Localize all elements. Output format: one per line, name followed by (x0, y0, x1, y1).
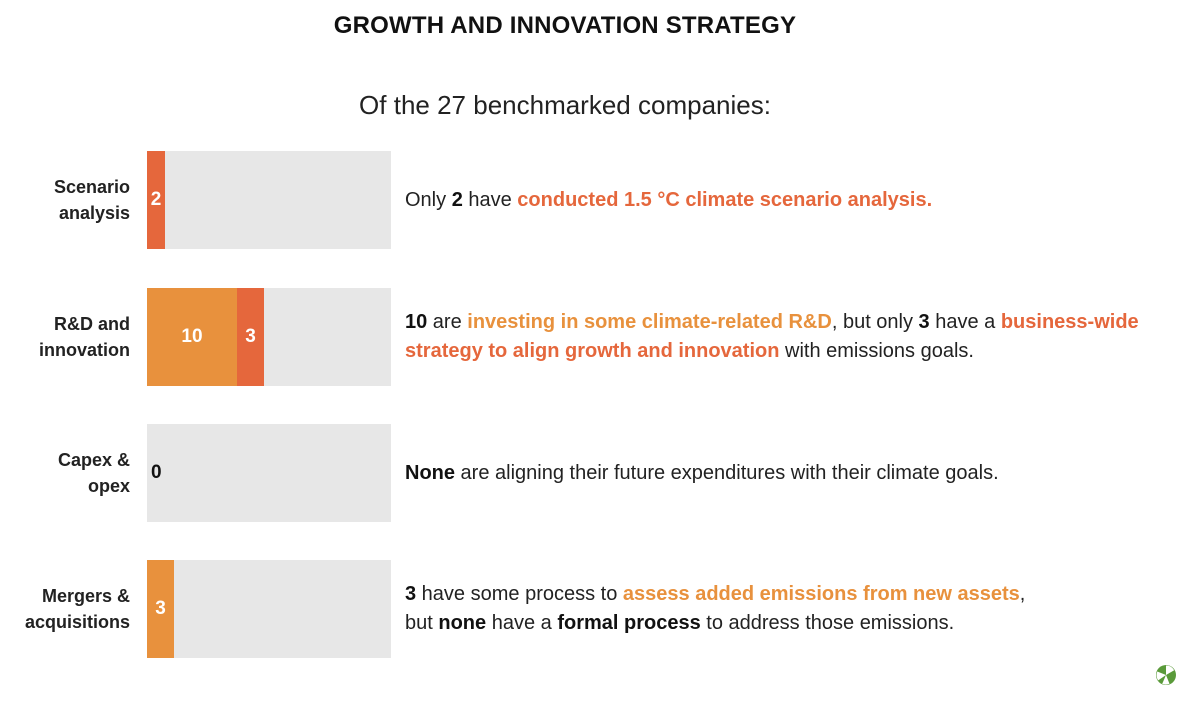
description-text: , but only (831, 311, 919, 333)
description-text: investing in some climate-related R&D (467, 311, 832, 333)
chart-row: Scenario analysis 2 Only 2 have conducted 1… (0, 151, 1200, 249)
description-line: None are aligning their future expenditu… (405, 459, 1195, 488)
description-text: 3 (918, 311, 930, 333)
category-label-line: R&D and (54, 314, 130, 334)
description-text: have (462, 188, 518, 211)
bar-track: 3 (147, 560, 391, 658)
description-text: assess added emissions from new assets (622, 583, 1020, 605)
category-label: Capex & opex (0, 424, 130, 522)
bar-track: 2 (147, 151, 391, 249)
category-label-line: acquisitions (24, 612, 130, 632)
description-text: formal process (557, 612, 701, 634)
chart-row: Capex & opex 0 None are aligning their futu… (0, 424, 1200, 522)
description-text: strategy to align growth and innovation (405, 340, 780, 362)
description-line: but none have a formal process to addres… (405, 609, 1195, 638)
description-text: have a (486, 612, 558, 634)
description-text: 3 (405, 583, 417, 605)
description-text: 10 (405, 311, 428, 333)
bar-segment: 3 (147, 560, 174, 658)
category-label: Scenario analysis (0, 151, 130, 249)
bar-segment: 3 (237, 288, 264, 386)
chart-subtitle: Of the 27 benchmarked companies: (359, 90, 771, 120)
description-text: have a (929, 311, 1001, 333)
bar-segment: 2 (147, 151, 165, 249)
description-text: none (438, 612, 487, 634)
bar-track: 0 (147, 424, 391, 522)
bar-value-label: 3 (155, 598, 166, 619)
category-label-text: Scenario analysis (54, 174, 130, 226)
description-text: 2 (451, 188, 463, 211)
category-label-text: Capex & opex (58, 447, 130, 499)
chart-title: GROWTH AND INNOVATION STRATEGY (333, 12, 797, 39)
description-line: Only 2 have conducted 1.5 °C climate sce… (405, 186, 1195, 215)
category-label-text: R&D and innovation (39, 311, 130, 363)
chart-row: Mergers & acquisitions 3 3 have some proces… (0, 560, 1200, 658)
description-line: 10 are investing in some climate-related… (405, 308, 1195, 337)
bar-value-label: 3 (245, 326, 256, 347)
description-text: None (405, 461, 455, 484)
category-label: R&D and innovation (0, 288, 130, 386)
category-label-line: analysis (58, 203, 130, 223)
category-label-line: Scenario (53, 177, 130, 197)
leaf-circle-icon (1156, 665, 1176, 685)
bar-track: 10 3 (147, 288, 391, 386)
description-text: have some process to (416, 583, 623, 605)
bar-value-label: 10 (181, 326, 203, 347)
category-label-line: Capex & (57, 450, 130, 470)
description-text: , (1019, 583, 1026, 605)
category-label-line: innovation (39, 340, 130, 360)
category-label-line: Mergers & (41, 586, 130, 606)
description-text: but (405, 612, 439, 634)
bar-segment: 10 (147, 288, 237, 386)
category-label-line: opex (87, 476, 130, 496)
chart-row: R&D and innovation 10 3 10 are investing in … (0, 288, 1200, 386)
row-description: 10 are investing in some climate-related… (405, 288, 1195, 386)
description-line: strategy to align growth and innovation … (405, 337, 1195, 366)
bar-value-label: 2 (150, 189, 162, 210)
bar-value-label: 0 (151, 462, 162, 483)
description-text: to address those emissions. (700, 612, 955, 634)
description-text: Only (405, 188, 452, 211)
row-description: None are aligning their future expenditu… (405, 424, 1195, 522)
row-description: Only 2 have conducted 1.5 °C climate sce… (405, 151, 1195, 249)
description-text: business-wide (1000, 311, 1139, 333)
category-label: Mergers & acquisitions (0, 560, 130, 658)
category-label-text: Mergers & acquisitions (25, 583, 130, 635)
description-text: are aligning their future expenditures w… (455, 461, 999, 484)
description-text: with emissions goals. (779, 340, 974, 362)
description-text: are (427, 311, 468, 333)
row-description: 3 have some process to assess added emis… (405, 560, 1195, 658)
description-text: conducted 1.5 °C climate scenario analys… (517, 188, 933, 211)
description-line: 3 have some process to assess added emis… (405, 580, 1195, 609)
